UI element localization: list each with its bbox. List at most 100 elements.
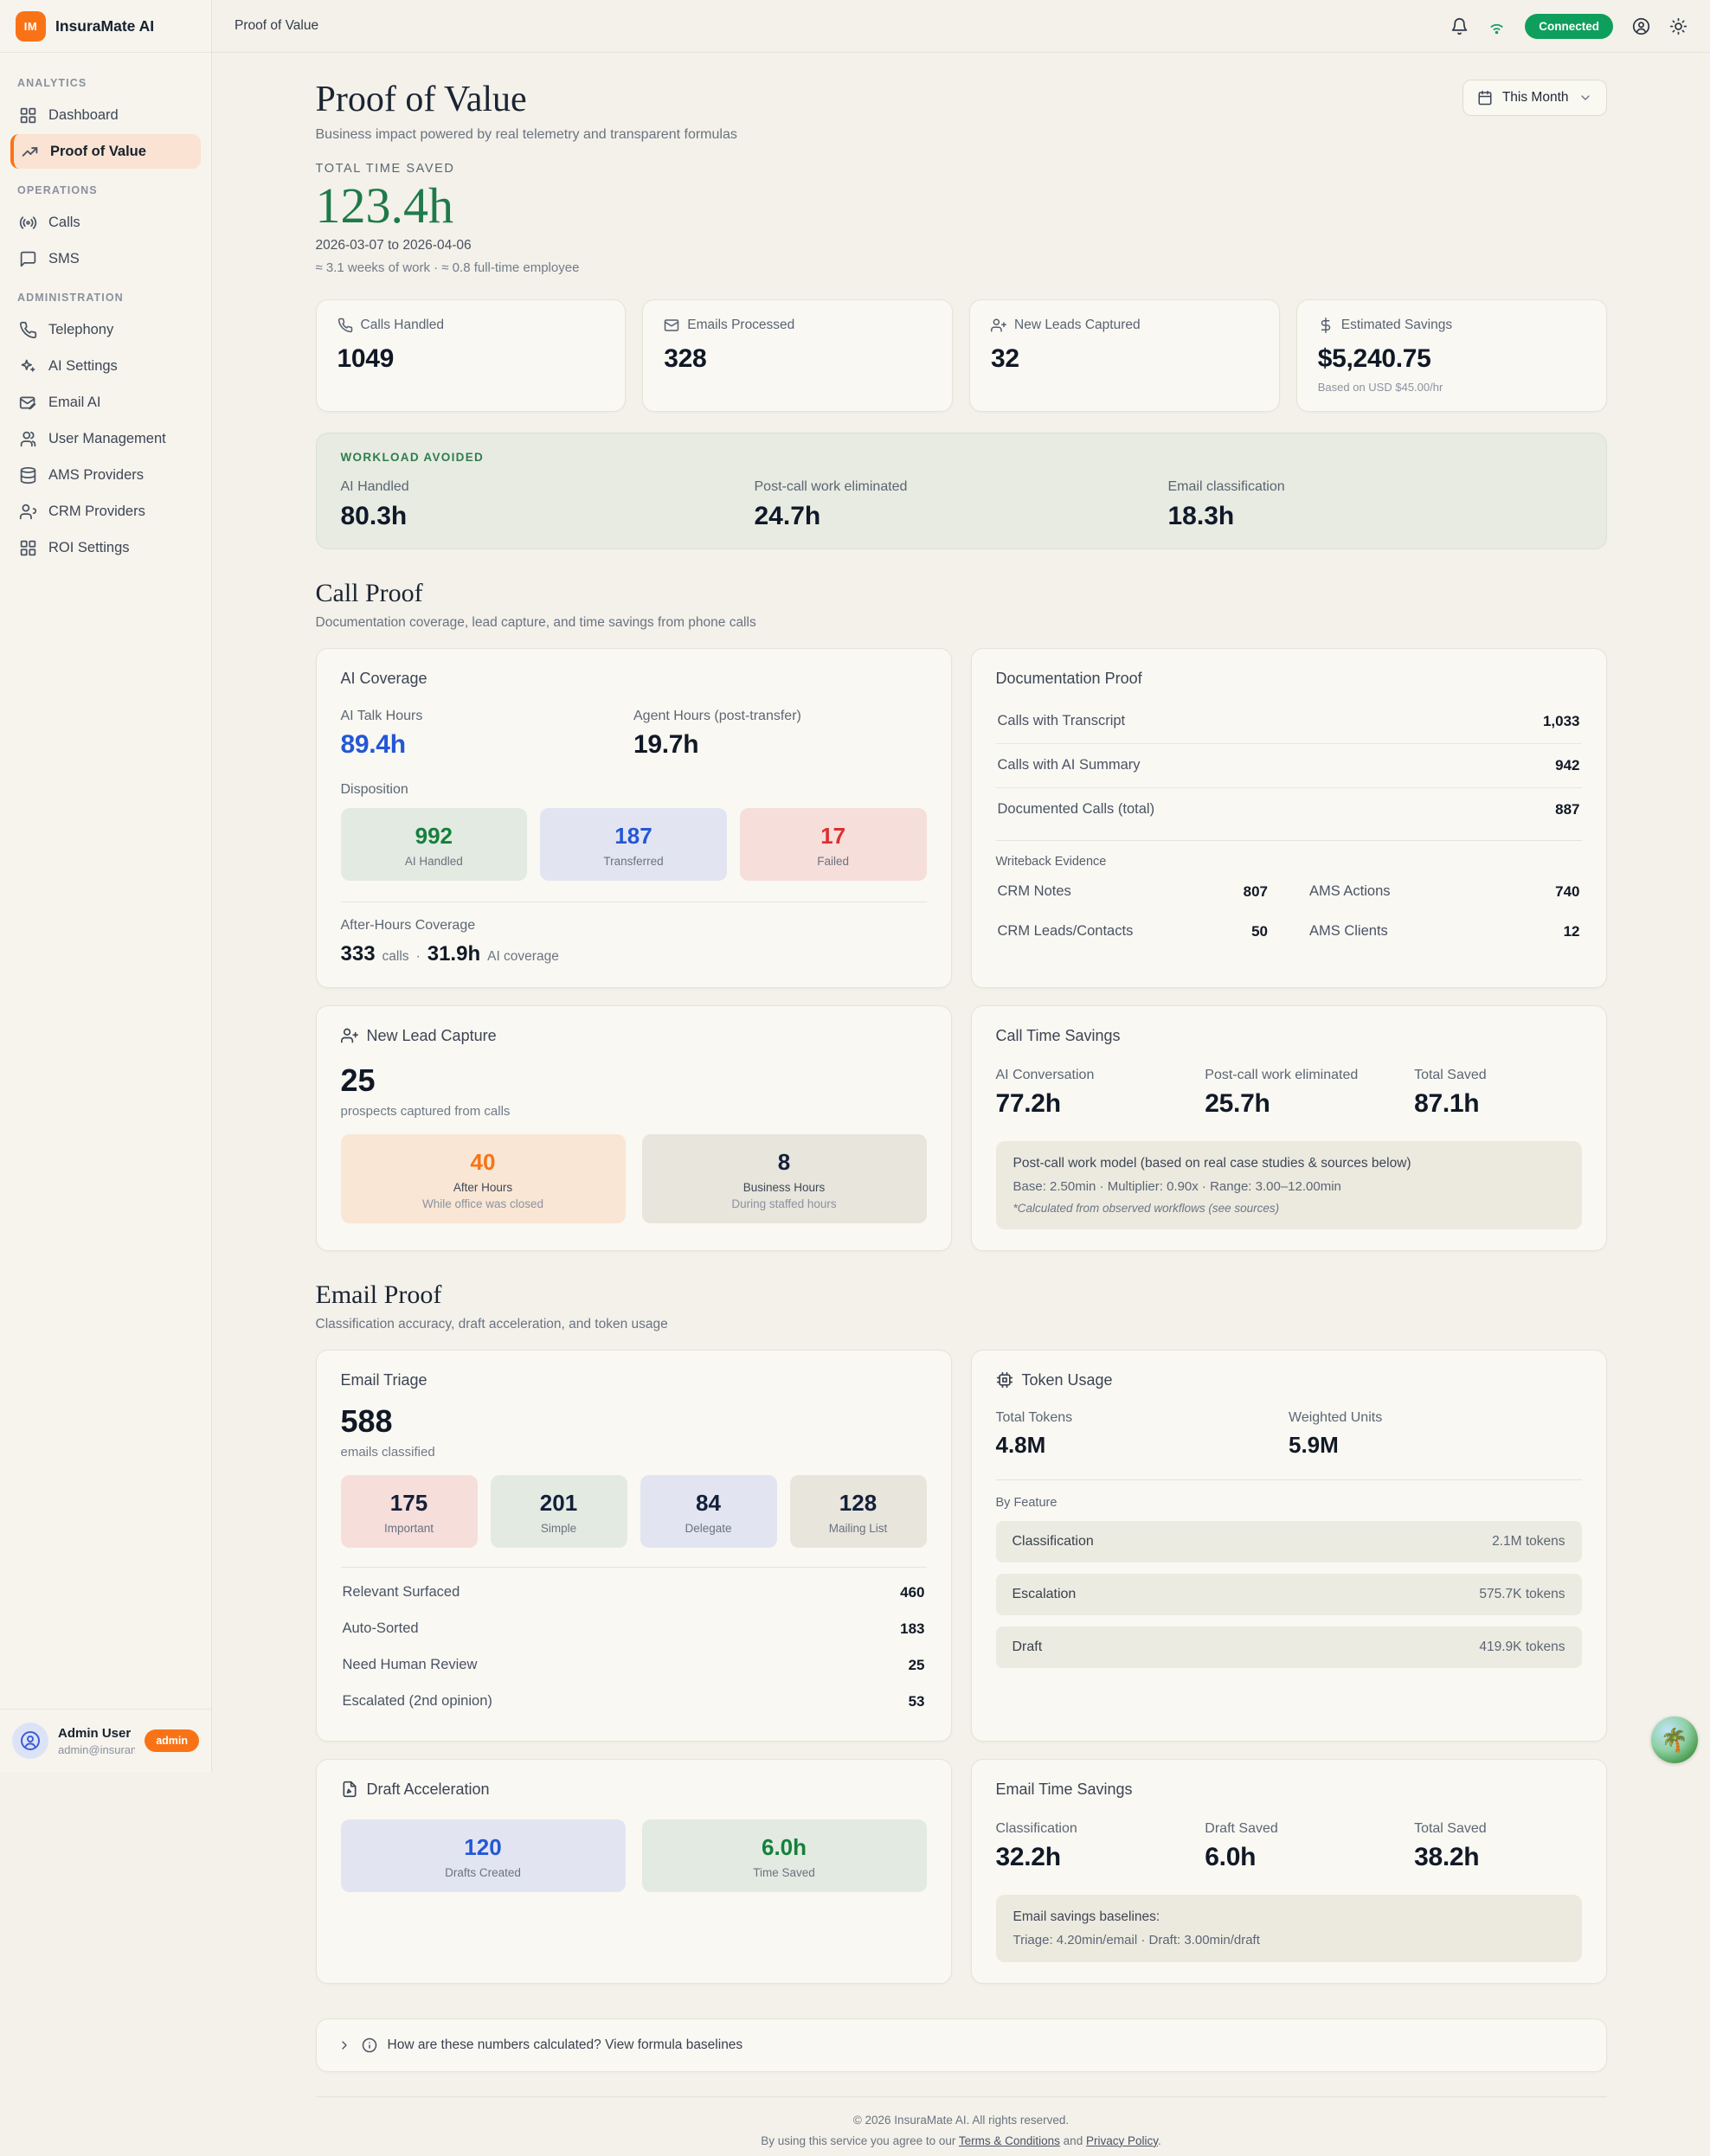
after-hours-hours: 31.9h	[427, 941, 481, 966]
sidebar-item-ams-providers[interactable]: AMS Providers	[10, 458, 201, 492]
sidebar-item-label: Dashboard	[48, 106, 119, 123]
account-icon[interactable]	[1632, 17, 1650, 35]
emails-classified-value: 588	[340, 1402, 393, 1439]
ai-coverage-card: AI Coverage AI Talk Hours 89.4h Agent Ho…	[315, 647, 952, 988]
sidebar-item-calls[interactable]: Calls	[10, 205, 201, 240]
documentation-proof-title: Documentation Proof	[995, 669, 1142, 687]
stat-card-emails-processed: Emails Processed 328	[642, 298, 953, 412]
sidebar-item-proof-of-value[interactable]: Proof of Value	[10, 134, 201, 169]
triage-tile-delegate: 84 Delegate	[640, 1474, 777, 1548]
sidebar-item-user-management[interactable]: User Management	[10, 421, 201, 456]
breadcrumb: Proof of Value	[235, 18, 319, 33]
brand-logo: IM	[16, 10, 46, 42]
note-detail: Base: 2.50min · Multiplier: 0.90x · Rang…	[1012, 1178, 1341, 1194]
sidebar-item-crm-providers[interactable]: CRM Providers	[10, 494, 201, 529]
metric-label: Total Saved	[1414, 1067, 1487, 1082]
stat-value: 1049	[337, 343, 395, 373]
after-hours-calls: 333	[340, 941, 376, 966]
triage-tile-mailing-list: 128 Mailing List	[789, 1474, 927, 1548]
date-range: 2026-03-07 to 2026-04-06	[315, 237, 472, 253]
period-selector[interactable]: This Month	[1462, 80, 1607, 116]
triage-row-label: Relevant Surfaced	[342, 1584, 460, 1601]
new-lead-capture-card: New Lead Capture 25 prospects captured f…	[315, 1004, 952, 1251]
sidebar-user[interactable]: Admin User admin@insuram... admin	[0, 1709, 211, 1772]
tile-label: Simple	[540, 1521, 577, 1535]
ai-talk-hours-value: 89.4h	[340, 729, 407, 759]
disposition-tile-transferred: 187 Transferred	[540, 807, 727, 881]
user-email: admin@insuram...	[58, 1742, 135, 1756]
sidebar-nav: ANALYTICS Dashboard Proof of Value OPERA…	[0, 53, 211, 1709]
sidebar-item-ai-settings[interactable]: AI Settings	[10, 349, 201, 383]
metric-post-call-eliminated: Post-call work eliminated 25.7h	[1205, 1068, 1414, 1119]
dollar-icon	[1321, 317, 1330, 333]
user-name: Admin User	[58, 1725, 132, 1741]
sidebar-item-roi-settings[interactable]: ROI Settings	[10, 530, 201, 565]
sidebar-item-sms[interactable]: SMS	[10, 241, 201, 276]
triage-row-need-human-review: Need Human Review 25	[341, 1647, 927, 1684]
database-icon	[19, 466, 37, 484]
triage-row-auto-sorted: Auto-Sorted 183	[341, 1611, 927, 1647]
tile-value: 128	[839, 1489, 878, 1516]
emails-classified-caption: emails classified	[340, 1444, 435, 1460]
doc-row-value: 942	[1555, 756, 1580, 773]
stat-card-new-leads: New Leads Captured 32	[969, 298, 1280, 412]
theme-sun-icon[interactable]	[1669, 17, 1688, 35]
email-triage-title: Email Triage	[340, 1370, 428, 1389]
brand-name: InsuraMate AI	[55, 16, 155, 35]
sidebar-item-dashboard[interactable]: Dashboard	[10, 98, 201, 132]
stat-label: Emails Processed	[687, 317, 795, 332]
sidebar: IM InsuraMate AI ANALYTICS Dashboard Pro…	[0, 0, 212, 1772]
legal-text: .	[1157, 2134, 1161, 2147]
ai-talk-hours-label: AI Talk Hours	[340, 708, 423, 723]
writeback-value: 740	[1555, 882, 1580, 900]
page-footer: © 2026 InsuraMate AI. All rights reserve…	[315, 2095, 1607, 2156]
tile-value: 201	[539, 1489, 578, 1516]
call-time-savings-title: Call Time Savings	[995, 1026, 1121, 1044]
tile-label: Delegate	[685, 1521, 732, 1535]
workload-item-ai-handled: AI Handled 80.3h	[341, 479, 755, 531]
page-title: Proof of Value	[315, 80, 527, 119]
draft-tile-drafts-created: 120 Drafts Created	[340, 1819, 626, 1892]
workload-item-post-call: Post-call work eliminated 24.7h	[755, 479, 1168, 531]
stat-value: $5,240.75	[1317, 343, 1431, 373]
privacy-link[interactable]: Privacy Policy	[1085, 2134, 1158, 2147]
feature-label: Classification	[1012, 1533, 1094, 1549]
tile-label: AI Handled	[404, 854, 463, 868]
palm-tree-badge-icon[interactable]: 🌴	[1651, 1716, 1698, 1763]
new-lead-capture-title: New Lead Capture	[366, 1026, 497, 1044]
terms-link[interactable]: Terms & Conditions	[958, 2134, 1060, 2147]
doc-row-label: Documented Calls (total)	[997, 801, 1155, 818]
user-avatar-icon	[12, 1723, 48, 1759]
formula-baselines-expander[interactable]: How are these numbers calculated? View f…	[315, 2018, 1607, 2072]
writeback-label: AMS Actions	[1309, 883, 1391, 900]
metric-label: Draft Saved	[1205, 1820, 1278, 1836]
triage-row-value: 53	[908, 1692, 925, 1710]
total-tokens-label: Total Tokens	[995, 1409, 1073, 1425]
writeback-value: 50	[1251, 922, 1268, 940]
sidebar-item-label: Email AI	[48, 394, 101, 410]
notifications-bell-icon[interactable]	[1450, 17, 1469, 35]
disposition-tile-failed: 17 Failed	[739, 807, 927, 881]
email-baselines-note: Email savings baselines: Triage: 4.20min…	[995, 1894, 1582, 1962]
stat-value: 32	[991, 343, 1019, 373]
info-icon	[362, 2037, 376, 2053]
metric-total-saved: Total Saved 87.1h	[1414, 1068, 1581, 1119]
feature-row-classification: Classification 2.1M tokens	[995, 1520, 1582, 1562]
tile-value: 187	[614, 822, 652, 849]
new-lead-capture-caption: prospects captured from calls	[340, 1103, 511, 1119]
sidebar-item-telephony[interactable]: Telephony	[10, 312, 201, 347]
metric-value: 38.2h	[1414, 1842, 1480, 1871]
tile-label: Time Saved	[753, 1865, 815, 1879]
grid-icon	[19, 539, 37, 557]
ai-coverage-title: AI Coverage	[340, 669, 428, 687]
metric-total-saved: Total Saved 38.2h	[1414, 1821, 1581, 1872]
contacts-icon	[19, 503, 37, 521]
email-time-savings-card: Email Time Savings Classification 32.2h …	[970, 1758, 1607, 1984]
email-proof-subtitle: Classification accuracy, draft accelerat…	[315, 1316, 668, 1331]
stat-card-calls-handled: Calls Handled 1049	[315, 298, 627, 412]
separator-dot: ·	[415, 948, 421, 964]
total-time-saved-block: TOTAL TIME SAVED 123.4h 2026-03-07 to 20…	[316, 162, 1607, 275]
workload-item-email-classification: Email classification 18.3h	[1168, 479, 1582, 531]
total-time-saved-value: 123.4h	[315, 177, 454, 234]
sidebar-item-email-ai[interactable]: Email AI	[10, 385, 201, 420]
